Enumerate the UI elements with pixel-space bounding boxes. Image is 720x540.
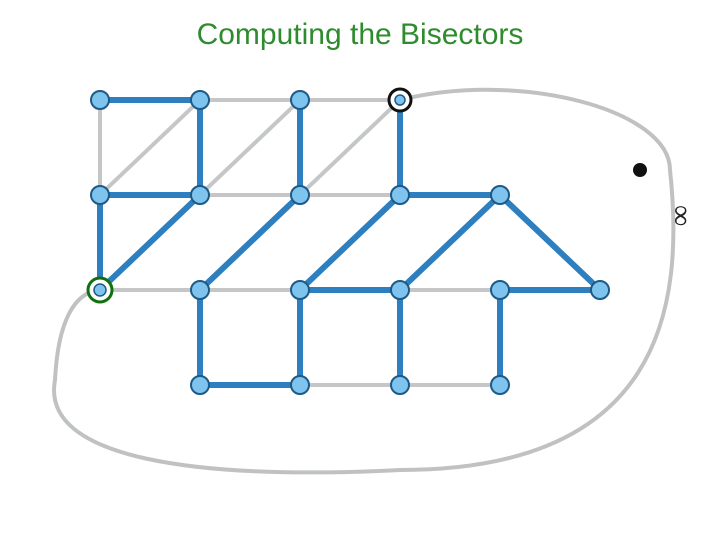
- graph-node: [491, 376, 509, 394]
- graph-node: [491, 186, 509, 204]
- grid-edge: [300, 100, 400, 195]
- bisector-edge: [100, 195, 200, 290]
- graph-node: [91, 91, 109, 109]
- graph-node: [391, 281, 409, 299]
- graph-node: [291, 376, 309, 394]
- bisector-edge: [500, 195, 600, 290]
- graph-node: [491, 281, 509, 299]
- graph-node: [291, 91, 309, 109]
- graph-node: [191, 186, 209, 204]
- graph-node: [591, 281, 609, 299]
- graph-node: [395, 95, 405, 105]
- graph-node: [391, 376, 409, 394]
- graph-node: [191, 281, 209, 299]
- graph-node: [191, 376, 209, 394]
- infinity-label: ∞: [665, 205, 698, 226]
- bisector-edge: [300, 195, 400, 290]
- graph-node: [291, 186, 309, 204]
- graph-node: [291, 281, 309, 299]
- graph-node: [91, 186, 109, 204]
- diagram-canvas: ∞: [0, 0, 720, 540]
- graph-node: [94, 284, 106, 296]
- graph-node: [391, 186, 409, 204]
- infinity-node: [633, 163, 647, 177]
- grid-edge: [200, 100, 300, 195]
- bisector-edge: [400, 195, 500, 290]
- graph-node: [191, 91, 209, 109]
- bisector-edge: [200, 195, 300, 290]
- grid-edge: [100, 100, 200, 195]
- outer-curve: [54, 90, 673, 473]
